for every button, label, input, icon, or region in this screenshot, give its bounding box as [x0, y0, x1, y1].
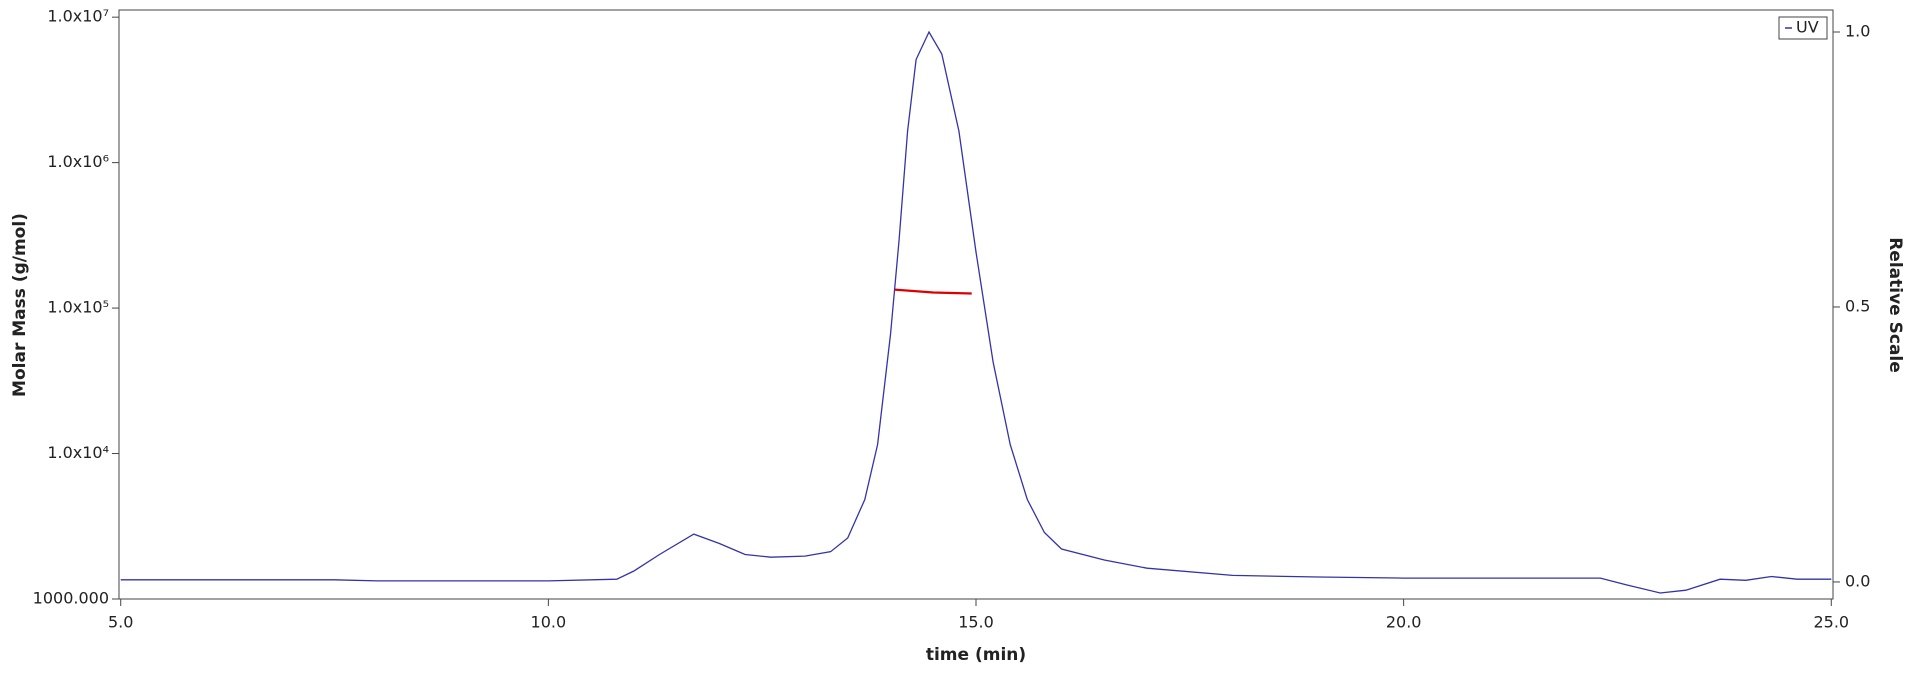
x-tick-label: 20.0 — [1386, 613, 1422, 632]
y2-tick-label: 1.0 — [1845, 21, 1870, 40]
x-tick-label: 10.0 — [531, 613, 567, 632]
y-tick-label: 1000.000 — [33, 589, 109, 608]
series-line — [120, 30, 1832, 594]
y2-axis-label: Relative Scale — [1885, 237, 1905, 373]
legend-box — [1778, 16, 1828, 40]
x-tick-label: 5.0 — [108, 613, 133, 632]
x-tick-label: 25.0 — [1813, 613, 1849, 632]
y-tick-label: 1.0x10⁴ — [47, 443, 109, 462]
y-tick-label: 1.0x10⁵ — [47, 298, 109, 317]
y-axis-label: Molar Mass (g/mol) — [10, 213, 30, 397]
y2-tick-label: 0.5 — [1845, 296, 1870, 315]
y2-tick-label: 0.0 — [1845, 571, 1870, 590]
plot-frame — [118, 9, 1834, 600]
x-axis-label: time (min) — [926, 645, 1026, 665]
legend-label: UV — [1796, 18, 1819, 37]
y-tick-label: 1.0x10⁷ — [47, 7, 109, 26]
y-tick-label: 1.0x10⁶ — [47, 152, 109, 171]
series-line — [894, 288, 972, 295]
x-tick-label: 15.0 — [958, 613, 994, 632]
